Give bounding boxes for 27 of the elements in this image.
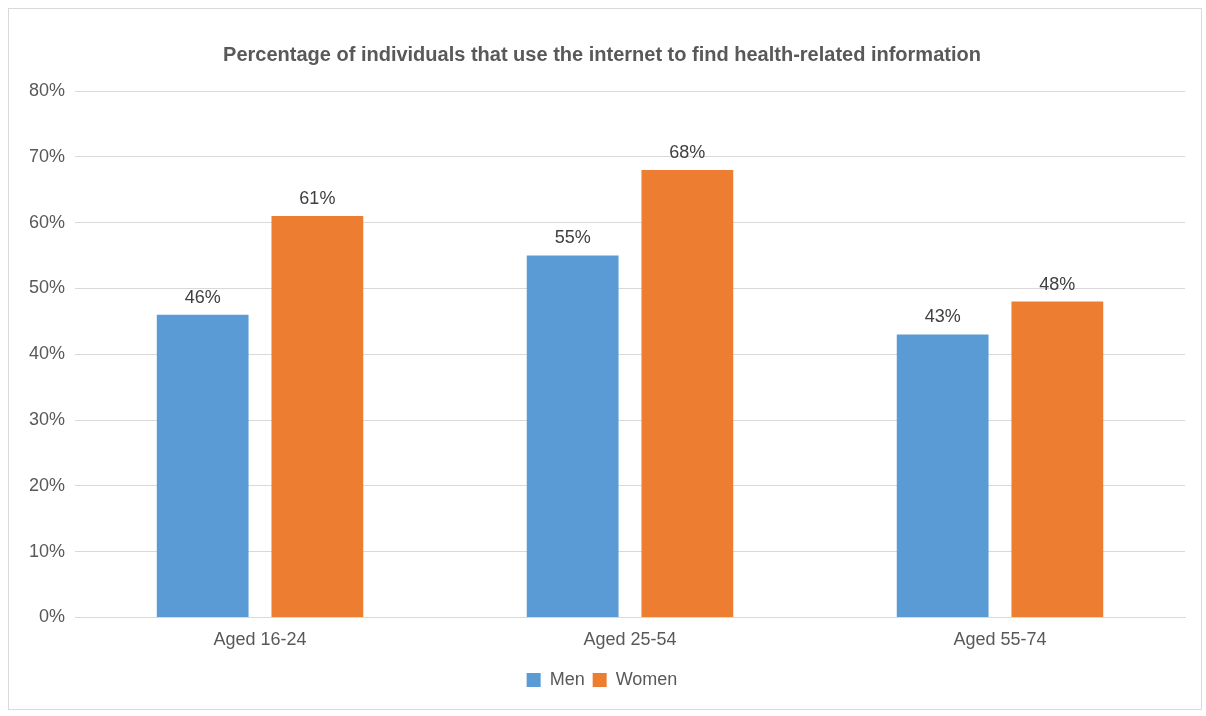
legend-label: Women bbox=[615, 668, 678, 689]
y-tick-label: 40% bbox=[29, 343, 66, 364]
y-tick-label: 0% bbox=[39, 606, 66, 627]
data-label: 43% bbox=[924, 306, 961, 327]
chart-title: Percentage of individuals that use the internet to find health-related information bbox=[223, 42, 981, 65]
bar bbox=[271, 216, 364, 617]
x-tick-label: Aged 25-54 bbox=[583, 629, 677, 650]
bar bbox=[896, 334, 989, 617]
legend-label: Men bbox=[549, 668, 585, 689]
y-tick-label: 20% bbox=[29, 474, 66, 495]
y-tick-label: 60% bbox=[29, 211, 66, 232]
bar bbox=[156, 314, 249, 617]
x-tick-label: Aged 16-24 bbox=[213, 629, 307, 650]
data-label: 61% bbox=[299, 187, 336, 208]
data-label: 68% bbox=[669, 141, 706, 162]
y-tick-label: 80% bbox=[29, 79, 66, 100]
data-label: 48% bbox=[1039, 273, 1076, 294]
bar bbox=[526, 255, 619, 617]
bar bbox=[1011, 301, 1104, 617]
y-tick-label: 50% bbox=[29, 277, 66, 298]
x-tick-label: Aged 55-74 bbox=[953, 629, 1047, 650]
y-tick-label: 70% bbox=[29, 145, 66, 166]
y-tick-label: 30% bbox=[29, 408, 66, 429]
data-label: 55% bbox=[554, 227, 591, 248]
data-label: 46% bbox=[184, 286, 221, 307]
bar bbox=[641, 169, 734, 617]
y-tick-label: 10% bbox=[29, 540, 66, 561]
